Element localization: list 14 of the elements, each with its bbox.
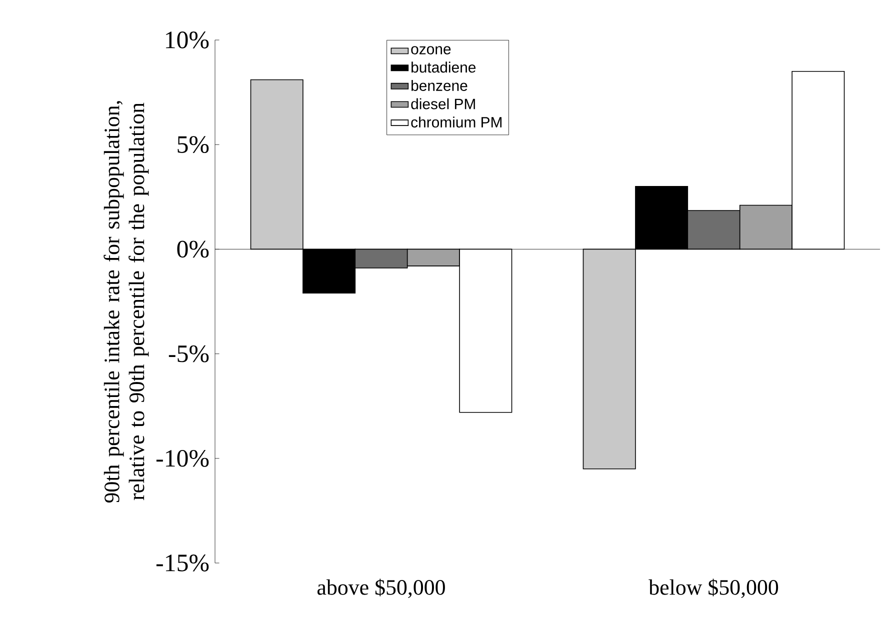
x-tick-label: below $50,000 xyxy=(648,578,778,598)
y-tick-label: -5% xyxy=(168,345,209,362)
legend-label: ozone xyxy=(411,46,451,54)
y-tick-label: 10% xyxy=(166,32,209,48)
legend-label: chromium PM xyxy=(411,116,502,128)
y-tick-label: -10% xyxy=(156,450,209,467)
x-tick-label: above $50,000 xyxy=(317,578,445,598)
legend-label: benzene xyxy=(412,80,468,91)
y-axis-title: 90th percentile intake rate for subpopulation, relative to 90th percentile for the population xyxy=(104,101,149,503)
legend-label: butadiene xyxy=(412,62,476,73)
y-tick-label: 5% xyxy=(178,136,209,154)
y-tick-label: 0% xyxy=(177,240,209,258)
y-tick-label: -15% xyxy=(156,554,209,572)
legend-label: diesel PM xyxy=(411,98,475,110)
